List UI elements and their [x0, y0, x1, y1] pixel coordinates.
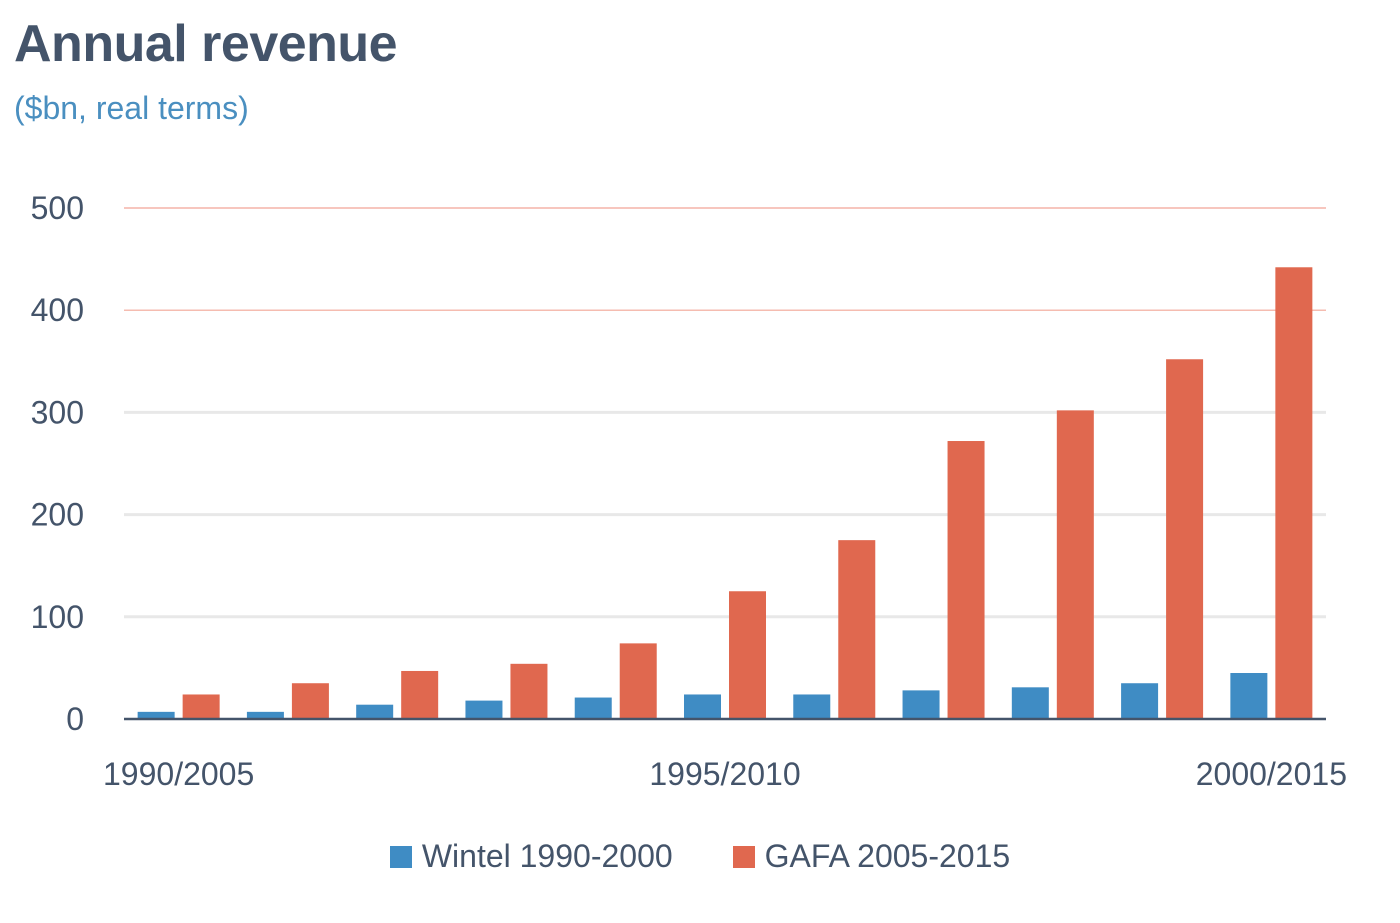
- bar-wintel-5: [574, 697, 612, 719]
- legend-item-wintel: Wintel 1990-2000: [389, 838, 673, 875]
- bar-gafa-2: [291, 683, 329, 719]
- legend-item-gafa: GAFA 2005-2015: [732, 838, 1011, 875]
- chart-subtitle: ($bn, real terms): [14, 90, 249, 126]
- bar-gafa-6: [729, 591, 766, 719]
- bar-gafa-8: [947, 441, 985, 719]
- x-tick-label-1995-2010: 1995/2010: [649, 756, 800, 792]
- legend-label-gafa: GAFA 2005-2015: [764, 838, 1011, 874]
- bar-wintel-8: [902, 690, 940, 719]
- y-tick-label-100: 100: [31, 599, 84, 635]
- bar-wintel-11: [1230, 673, 1268, 719]
- bar-gafa-5: [619, 643, 657, 719]
- bar-wintel-2: [246, 711, 284, 719]
- bar-chart: 0 100 200 300 400 500 1990/2005 1995/2010 2000/2…: [31, 190, 1347, 792]
- x-tick-label-1990-2005: 1990/2005: [103, 756, 254, 792]
- legend-label-wintel: Wintel 1990-2000: [421, 838, 673, 874]
- bar-wintel-1: [137, 711, 175, 719]
- x-tick-label-2000-2015: 2000/2015: [1196, 756, 1347, 792]
- y-tick-label-0: 0: [66, 701, 84, 737]
- bar-gafa-7: [838, 540, 876, 719]
- bar-gafa-9: [1056, 410, 1094, 719]
- bar-gafa-11: [1275, 267, 1313, 719]
- bar-wintel-4: [465, 700, 503, 719]
- chart-title: Annual revenue: [14, 15, 398, 73]
- bar-wintel-7: [793, 694, 831, 719]
- y-tick-label-500: 500: [31, 190, 84, 226]
- bar-gafa-1: [182, 694, 220, 719]
- bar-gafa-4: [510, 663, 548, 719]
- bar-wintel-10: [1121, 683, 1159, 719]
- bar-gafa-3: [401, 670, 439, 719]
- bar-wintel-6: [684, 694, 721, 719]
- y-tick-label-200: 200: [31, 497, 84, 533]
- bar-wintel-9: [1011, 687, 1049, 719]
- y-tick-label-400: 400: [31, 292, 84, 328]
- bar-wintel-3: [356, 704, 394, 719]
- legend-swatch-gafa: [732, 845, 755, 868]
- y-tick-label-300: 300: [31, 394, 84, 430]
- bar-gafa-10: [1166, 359, 1204, 719]
- legend-swatch-wintel: [389, 845, 412, 868]
- chart-legend: Wintel 1990-2000 GAFA 2005-2015: [0, 838, 1400, 875]
